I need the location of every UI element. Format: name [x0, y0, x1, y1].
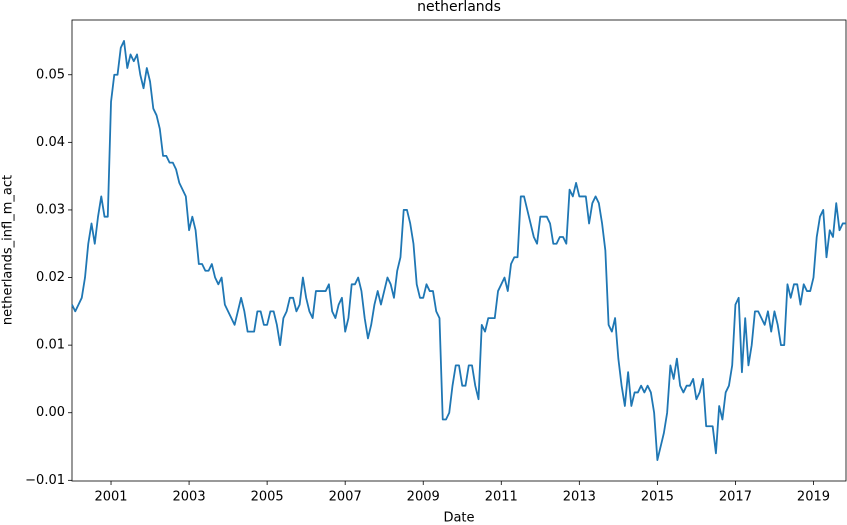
x-tick-label: 2007 — [329, 490, 362, 505]
x-tick-label: 2017 — [719, 490, 752, 505]
x-tick-label: 2001 — [94, 490, 127, 505]
y-tick-label: 0.02 — [36, 270, 65, 285]
plot-frame — [71, 19, 847, 482]
x-tick-label: 2009 — [407, 490, 440, 505]
x-tick-label: 2013 — [563, 490, 596, 505]
chart-title: netherlands — [417, 0, 501, 15]
x-tick-label: 2011 — [485, 490, 518, 505]
y-axis-label: netherlands_infl_m_act — [1, 175, 16, 325]
x-tick-label: 2019 — [797, 490, 830, 505]
x-axis-label: Date — [443, 511, 474, 525]
x-tick-label: 2015 — [641, 490, 674, 505]
y-tick-label: 0.03 — [36, 202, 65, 217]
y-tick-label: 0.05 — [36, 67, 65, 82]
y-tick-label: 0.04 — [36, 135, 65, 150]
y-tick-label: 0.01 — [36, 338, 65, 353]
x-tick-label: 2005 — [251, 490, 284, 505]
y-tick-label: −0.01 — [25, 473, 65, 488]
y-tick-label: 0.00 — [36, 405, 65, 420]
line-series — [71, 40, 846, 461]
x-tick-label: 2003 — [173, 490, 206, 505]
